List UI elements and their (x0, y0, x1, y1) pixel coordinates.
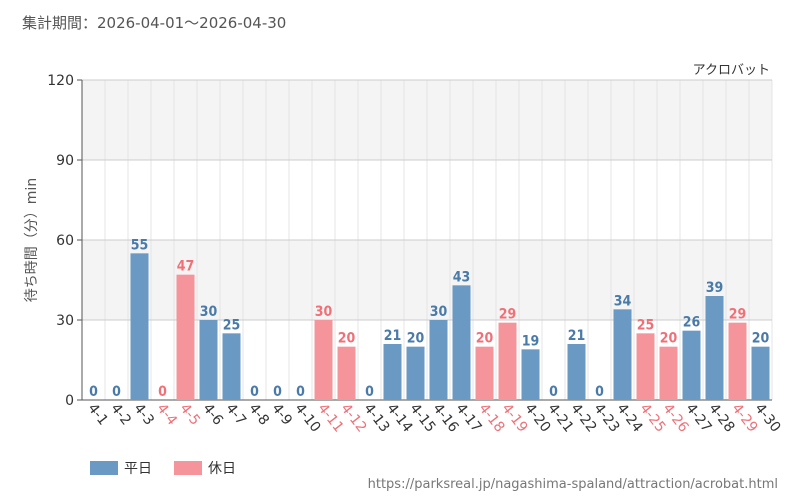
data-label: 0 (112, 384, 121, 400)
data-label: 0 (158, 384, 167, 400)
source-url: https://parksreal.jp/nagashima-spaland/a… (367, 477, 778, 492)
bar (222, 333, 241, 400)
data-label: 20 (338, 331, 356, 347)
data-label: 39 (706, 280, 724, 296)
bar (452, 285, 471, 400)
data-label: 29 (499, 307, 517, 323)
x-tick-label: 4-3 (130, 401, 157, 429)
data-label: 20 (752, 331, 770, 347)
data-label: 0 (273, 384, 282, 400)
data-label: 0 (365, 384, 374, 400)
bar (567, 344, 586, 400)
data-label: 0 (296, 384, 305, 400)
chart-title: アクロバット (693, 63, 770, 78)
data-label: 0 (595, 384, 604, 400)
bar (130, 253, 149, 400)
data-label: 30 (315, 304, 333, 320)
data-label: 0 (89, 384, 98, 400)
bar (521, 349, 540, 400)
legend-label-holiday: 休日 (208, 461, 236, 477)
x-tick-label: 4-6 (199, 401, 226, 429)
period-label: 集計期間：2026-04-01～2026-04-30 (22, 14, 287, 32)
data-label: 30 (430, 304, 448, 320)
bar (475, 346, 494, 400)
legend-swatch-holiday (174, 461, 202, 475)
y-axis-label: 待ち時間（分）min (24, 178, 40, 302)
x-tick-label: 4-8 (245, 401, 272, 429)
data-label: 19 (522, 333, 540, 349)
x-tick-label: 4-5 (176, 401, 203, 429)
bar (613, 309, 632, 400)
legend: 平日 休日 (90, 458, 236, 478)
bar (314, 320, 333, 400)
data-label: 26 (683, 315, 701, 331)
x-tick-label: 4-2 (107, 401, 134, 429)
legend-label-weekday: 平日 (124, 461, 152, 477)
bar (682, 330, 701, 400)
data-label: 43 (453, 269, 471, 285)
bar (751, 346, 770, 400)
legend-swatch-weekday (90, 461, 118, 475)
x-tick-label: 4-7 (222, 401, 249, 429)
bar (429, 320, 448, 400)
y-tick-label: 60 (56, 233, 74, 249)
bar (337, 346, 356, 400)
x-tick-label: 4-1 (84, 401, 111, 429)
legend-item-holiday: 休日 (174, 458, 236, 478)
data-label: 21 (568, 328, 586, 344)
y-tick-label: 0 (65, 393, 74, 409)
x-tick-label: 4-30 (751, 401, 783, 436)
bar (383, 344, 402, 400)
legend-item-weekday: 平日 (90, 458, 152, 478)
bar (406, 346, 425, 400)
data-label: 20 (407, 331, 425, 347)
data-label: 0 (250, 384, 259, 400)
data-label: 0 (549, 384, 558, 400)
y-tick-label: 90 (56, 153, 74, 169)
bar (659, 346, 678, 400)
data-label: 25 (637, 317, 655, 333)
data-label: 29 (729, 307, 747, 323)
data-label: 47 (177, 259, 195, 275)
bar (705, 296, 724, 400)
data-label: 25 (223, 317, 241, 333)
data-label: 20 (660, 331, 678, 347)
y-tick-label: 30 (56, 313, 74, 329)
x-tick-label: 4-4 (153, 401, 180, 429)
data-label: 55 (131, 237, 149, 253)
bar (498, 322, 517, 400)
data-label: 20 (476, 331, 494, 347)
x-tick-label: 4-9 (268, 401, 295, 429)
data-label: 21 (384, 328, 402, 344)
data-label: 34 (614, 293, 632, 309)
bar (199, 320, 218, 400)
bar (728, 322, 747, 400)
bar (636, 333, 655, 400)
y-tick-label: 120 (47, 73, 74, 89)
bar (176, 274, 195, 400)
data-label: 30 (200, 304, 218, 320)
